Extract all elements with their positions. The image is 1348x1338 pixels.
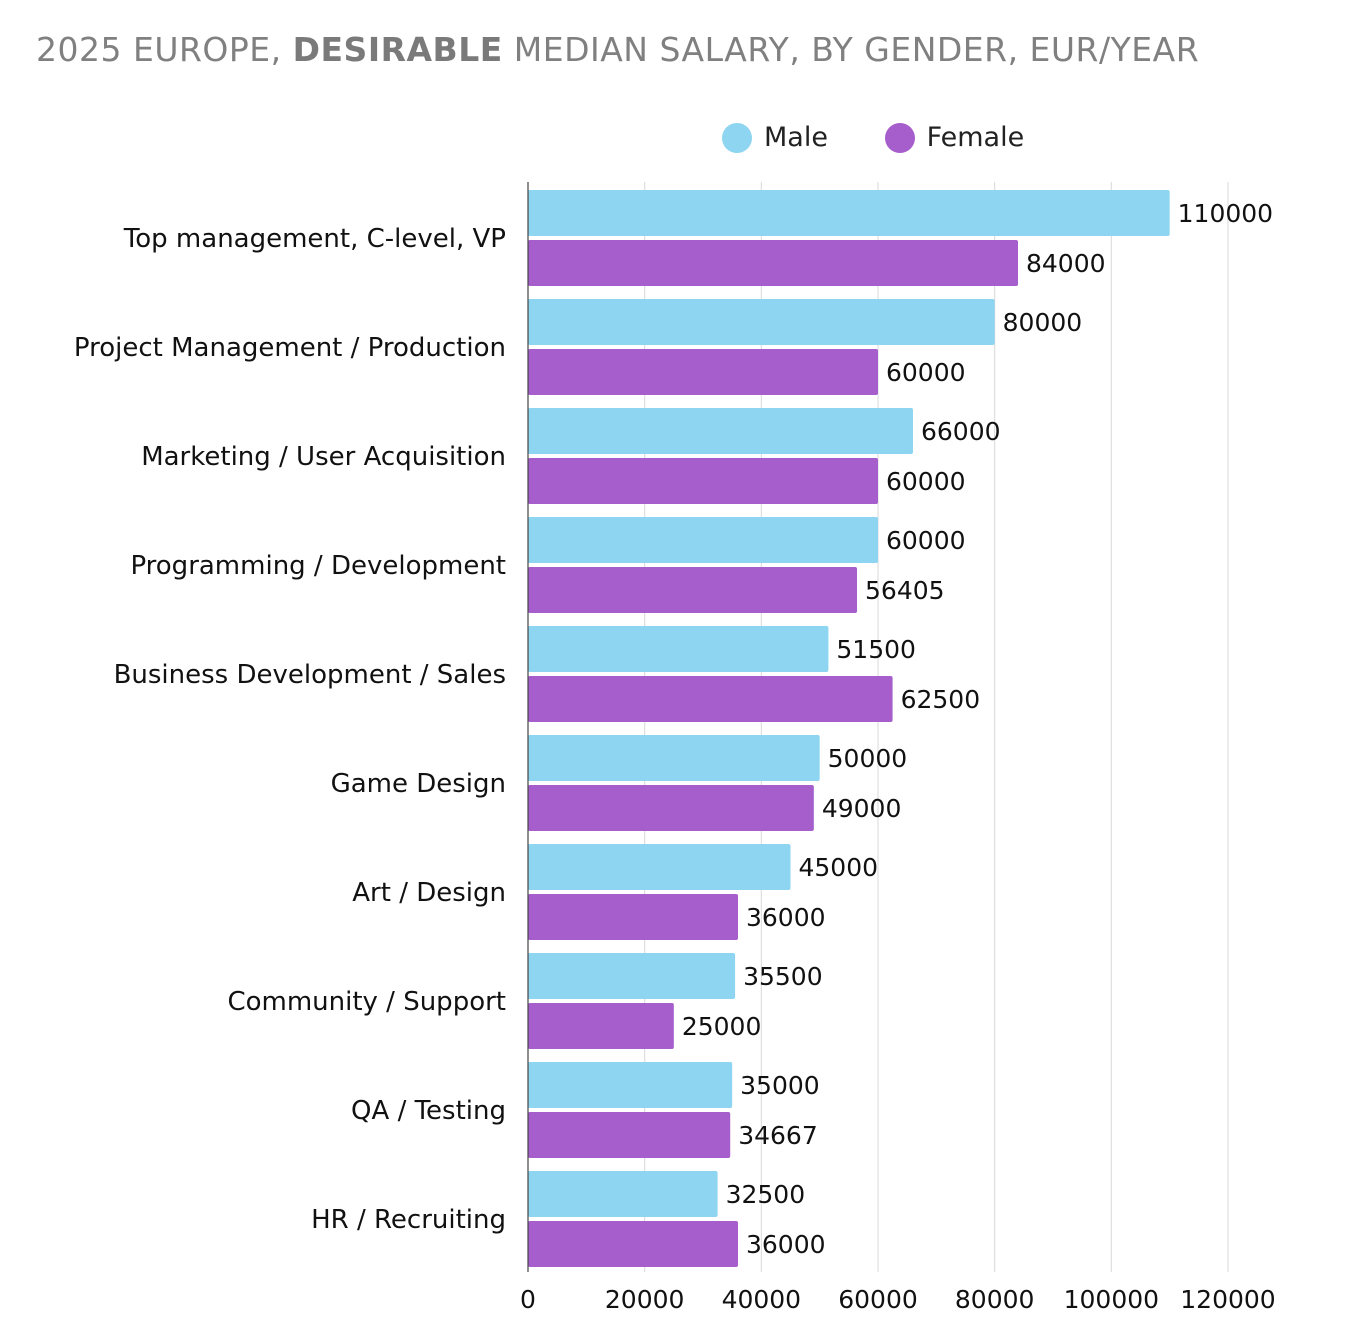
bar-value-male-6: 45000 [799, 853, 879, 882]
bar-value-male-2: 66000 [921, 417, 1001, 446]
legend-label-male: Male [764, 122, 828, 153]
bar-value-female-7: 25000 [682, 1012, 762, 1041]
bar-female-6 [528, 894, 738, 940]
bar-value-male-5: 50000 [828, 744, 908, 773]
bar-value-female-4: 62500 [901, 685, 981, 714]
bar-value-male-0: 110000 [1178, 199, 1273, 228]
bar-value-female-8: 34667 [738, 1121, 818, 1150]
bar-value-female-9: 36000 [746, 1230, 826, 1259]
bar-female-5 [528, 785, 814, 831]
bar-male-3 [528, 517, 878, 563]
bar-female-9 [528, 1221, 738, 1267]
bar-value-male-3: 60000 [886, 526, 966, 555]
bar-value-female-3: 56405 [865, 576, 945, 605]
x-tick-label-2: 40000 [722, 1285, 802, 1314]
legend-label-female: Female [926, 122, 1025, 153]
title-suffix: MEDIAN SALARY, BY GENDER, EUR/YEAR [502, 30, 1200, 69]
bar-male-4 [528, 626, 829, 672]
legend-swatch-female [884, 122, 915, 153]
bar-male-8 [528, 1062, 733, 1108]
category-label-9: HR / Recruiting [311, 1205, 506, 1235]
category-label-3: Programming / Development [130, 551, 506, 581]
bar-value-female-6: 36000 [746, 903, 826, 932]
category-label-5: Game Design [331, 769, 506, 799]
category-label-4: Business Development / Sales [114, 660, 506, 690]
chart-title: 2025 EUROPE, DESIRABLE MEDIAN SALARY, BY… [36, 30, 1199, 69]
bar-female-0 [528, 240, 1018, 286]
bar-male-9 [528, 1171, 718, 1217]
category-label-0: Top management, C-level, VP [123, 224, 506, 254]
bar-value-male-9: 32500 [726, 1180, 806, 1209]
bar-female-4 [528, 676, 893, 722]
bar-female-2 [528, 458, 878, 504]
legend-item-male: Male [722, 122, 828, 153]
bar-value-female-1: 60000 [886, 358, 966, 387]
bar-female-7 [528, 1003, 674, 1049]
x-tick-label-3: 60000 [838, 1285, 918, 1314]
legend: Male Female [722, 122, 1072, 160]
title-bold: DESIRABLE [292, 30, 503, 69]
category-label-1: Project Management / Production [74, 333, 506, 363]
bar-value-male-8: 35000 [740, 1071, 820, 1100]
legend-item-female: Female [884, 122, 1025, 153]
bar-value-male-1: 80000 [1003, 308, 1083, 337]
x-tick-label-1: 20000 [605, 1285, 685, 1314]
bar-value-female-2: 60000 [886, 467, 966, 496]
bar-value-male-7: 35500 [743, 962, 823, 991]
bar-female-3 [528, 567, 858, 613]
category-label-8: QA / Testing [351, 1096, 506, 1126]
x-tick-label-4: 80000 [955, 1285, 1035, 1314]
bar-value-female-5: 49000 [822, 794, 902, 823]
bar-male-1 [528, 299, 995, 345]
bar-male-6 [528, 844, 791, 890]
bar-male-7 [528, 953, 736, 999]
category-label-2: Marketing / User Acquisition [141, 442, 506, 472]
bar-male-0 [528, 190, 1170, 236]
title-prefix: 2025 EUROPE, [36, 30, 293, 69]
bar-male-2 [528, 408, 913, 454]
bar-value-female-0: 84000 [1026, 249, 1106, 278]
category-label-6: Art / Design [352, 878, 506, 908]
legend-swatch-male [722, 122, 752, 153]
bar-value-male-4: 51500 [836, 635, 916, 664]
x-tick-label-0: 0 [520, 1285, 536, 1314]
bar-female-8 [528, 1112, 731, 1158]
bar-female-1 [528, 349, 878, 395]
bar-male-5 [528, 735, 820, 781]
x-tick-label-6: 120000 [1180, 1285, 1275, 1314]
x-tick-label-5: 100000 [1064, 1285, 1159, 1314]
category-label-7: Community / Support [227, 987, 506, 1017]
